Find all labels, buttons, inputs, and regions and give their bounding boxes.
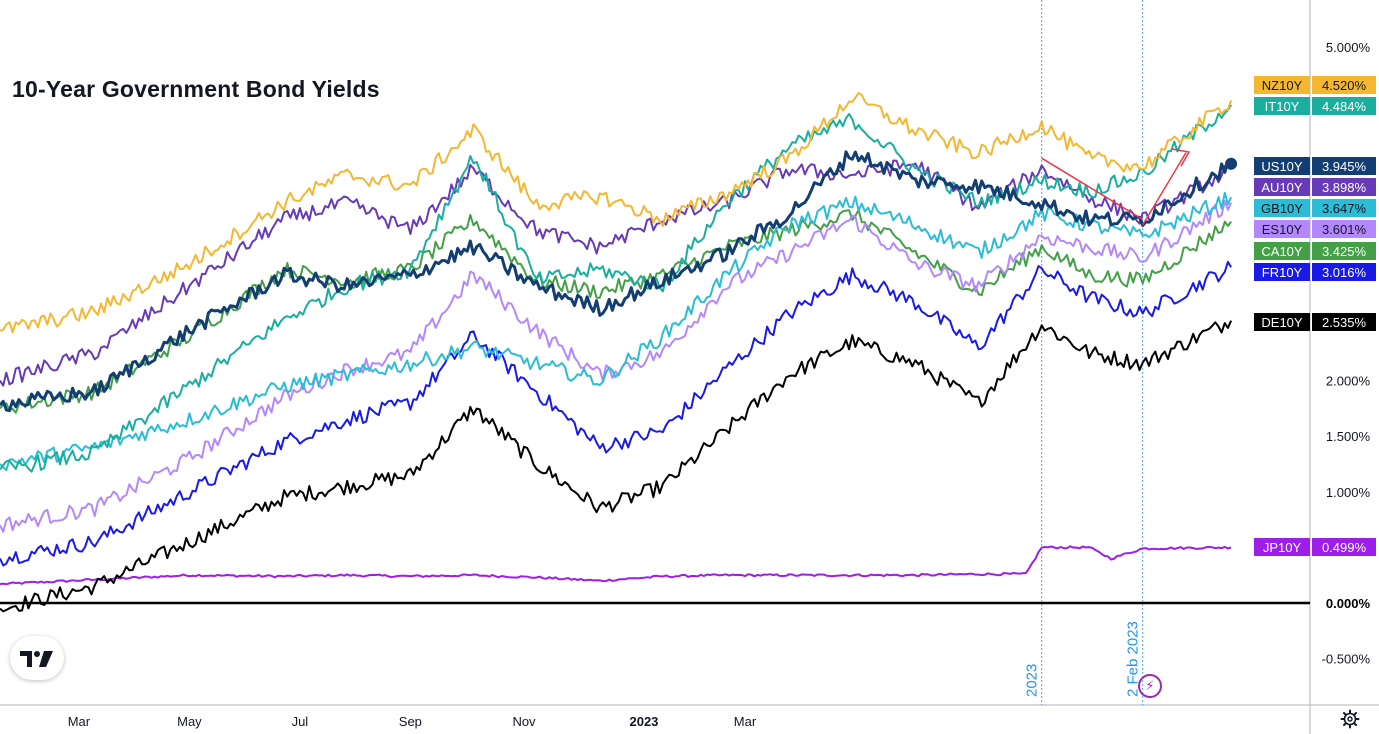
chart-title: 10-Year Government Bond Yields — [12, 76, 380, 102]
x-tick-label: Jul — [292, 714, 309, 729]
legend-name-bg — [1254, 538, 1310, 556]
x-tick-label: 2023 — [629, 714, 658, 729]
legend-name-ca10y: CA10Y — [1261, 244, 1303, 259]
legend-name-bg — [1254, 97, 1310, 115]
y-tick-label: -0.500% — [1322, 652, 1371, 667]
legend-value-de10y: 2.535% — [1322, 315, 1367, 330]
legend-value-es10y: 3.601% — [1322, 222, 1367, 237]
series-line-ca10y — [0, 209, 1232, 414]
legend-name-it10y: IT10Y — [1265, 99, 1300, 114]
legend-value-bg — [1312, 263, 1376, 281]
legend-name-bg — [1254, 242, 1310, 260]
legend-name-bg — [1254, 199, 1310, 217]
legend-value-us10y: 3.945% — [1322, 159, 1367, 174]
y-tick-label: 2.000% — [1326, 374, 1371, 389]
legend-name-fr10y: FR10Y — [1262, 265, 1303, 280]
legend-name-au10y: AU10Y — [1261, 180, 1303, 195]
flash-icon[interactable]: ⚡ — [1138, 674, 1162, 698]
legend-value-it10y: 4.484% — [1322, 99, 1367, 114]
x-tick-label: Mar — [734, 714, 757, 729]
legend-value-bg — [1312, 313, 1376, 331]
legend-name-us10y: US10Y — [1261, 159, 1303, 174]
legend-value-nz10y: 4.520% — [1322, 78, 1367, 93]
event-line-label: 2 Feb 2023 — [1125, 621, 1142, 697]
x-tick-label: Sep — [399, 714, 422, 729]
legend-value-fr10y: 3.016% — [1322, 265, 1367, 280]
legend-value-bg — [1312, 242, 1376, 260]
legend-name-bg — [1254, 263, 1310, 281]
legend-name-jp10y: JP10Y — [1263, 540, 1302, 555]
legend-name-bg — [1254, 220, 1310, 238]
y-tick-label: 5.000% — [1326, 40, 1371, 55]
trend-arrow-head — [1171, 148, 1191, 167]
legend-value-bg — [1312, 220, 1376, 238]
series-line-it10y — [0, 104, 1232, 473]
legend-name-nz10y: NZ10Y — [1262, 78, 1303, 93]
trend-line-down — [1041, 157, 1144, 221]
legend-name-bg — [1254, 178, 1310, 196]
y-tick-label: 1.000% — [1326, 485, 1371, 500]
legend-value-bg — [1312, 76, 1376, 94]
y-tick-label: 1.500% — [1326, 429, 1371, 444]
legend-value-bg — [1312, 157, 1376, 175]
series-line-gb10y — [0, 191, 1233, 472]
legend-value-jp10y: 0.499% — [1322, 540, 1367, 555]
x-tick-label: May — [177, 714, 202, 729]
legend-value-gb10y: 3.647% — [1322, 201, 1367, 216]
event-line-label: 2023 — [1024, 664, 1041, 697]
series-line-au10y — [0, 159, 1232, 387]
us10y-last-point — [1225, 157, 1238, 170]
legend-name-de10y: DE10Y — [1261, 315, 1303, 330]
series-line-nz10y — [0, 92, 1233, 334]
legend-name-bg — [1254, 157, 1310, 175]
legend-name-gb10y: GB10Y — [1261, 201, 1303, 216]
series-line-es10y — [0, 200, 1233, 533]
legend-value-bg — [1312, 199, 1376, 217]
legend-value-bg — [1312, 97, 1376, 115]
tradingview-logo-icon[interactable] — [10, 636, 64, 680]
zero-line-label: 0.000% — [1326, 596, 1371, 611]
series-line-us10y — [0, 150, 1233, 413]
legend-name-bg — [1254, 76, 1310, 94]
series-line-de10y — [0, 320, 1233, 613]
legend-name-bg — [1254, 313, 1310, 331]
trend-line-up — [1142, 152, 1187, 226]
series-line-fr10y — [0, 260, 1232, 567]
gear-icon[interactable] — [1340, 709, 1360, 729]
legend-value-bg — [1312, 538, 1376, 556]
x-tick-label: Nov — [512, 714, 536, 729]
x-tick-label: Mar — [68, 714, 91, 729]
legend-name-es10y: ES10Y — [1262, 222, 1303, 237]
series-line-jp10y — [0, 545, 1232, 586]
legend-value-au10y: 3.898% — [1322, 180, 1367, 195]
legend-value-ca10y: 3.425% — [1322, 244, 1367, 259]
legend-value-bg — [1312, 178, 1376, 196]
tradingview-mark — [20, 651, 53, 667]
